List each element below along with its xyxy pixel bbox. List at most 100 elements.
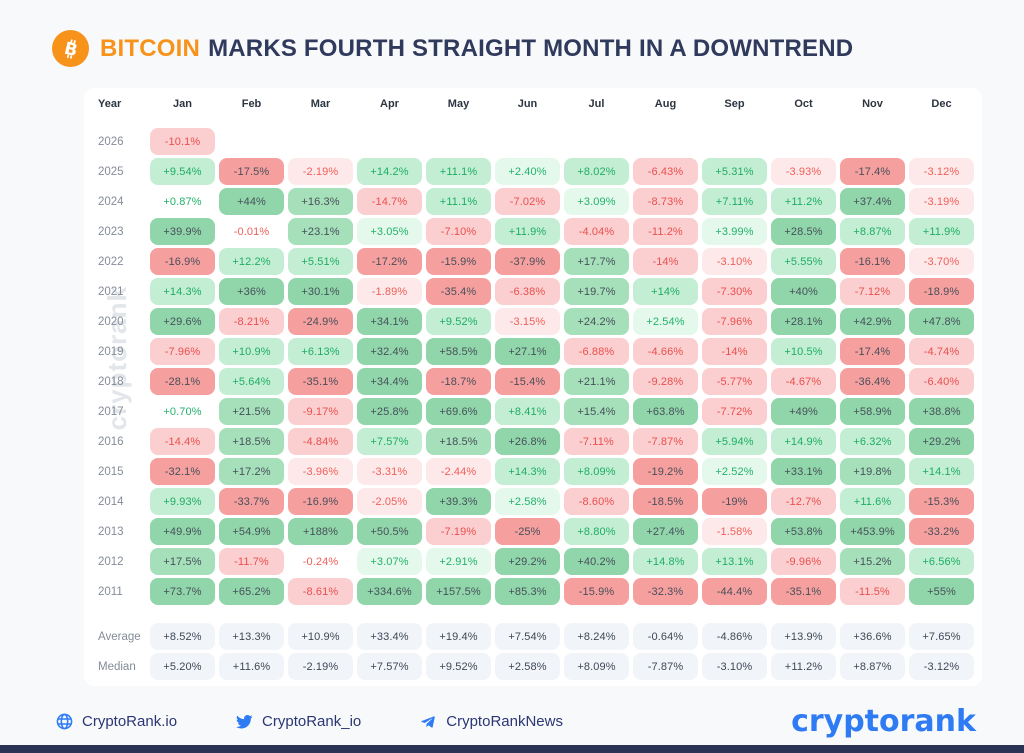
return-chip: -2.44% [426, 458, 491, 485]
heatmap-cell: +10.9% [217, 338, 286, 365]
heatmap-cell: -2.05% [355, 488, 424, 515]
summary-cell: +8.87% [838, 653, 907, 680]
summary-chip: +13.9% [771, 623, 836, 650]
return-chip: +19.8% [840, 458, 905, 485]
return-chip: +9.93% [150, 488, 215, 515]
return-chip: -0.24% [302, 555, 339, 568]
return-chip: +50.5% [357, 518, 422, 545]
return-chip: +85.3% [495, 578, 560, 605]
year-label: 2011 [98, 585, 123, 598]
return-chip: +32.4% [357, 338, 422, 365]
heatmap-cell: +3.99% [700, 218, 769, 245]
month-header: Nov [862, 98, 883, 110]
heatmap-cell: -24.9% [286, 308, 355, 335]
heatmap-cell: +5.55% [769, 248, 838, 275]
return-chip: -3.96% [288, 458, 353, 485]
heatmap-cell: +15.2% [838, 548, 907, 575]
return-chip: -17.2% [357, 248, 422, 275]
summary-cell: -4.86% [700, 623, 769, 650]
return-chip: +49.9% [150, 518, 215, 545]
return-chip: +21.1% [564, 368, 629, 395]
return-chip: +0.87% [163, 195, 202, 208]
heatmap-cell: +8.80% [562, 518, 631, 545]
heatmap-cell: +24.2% [562, 308, 631, 335]
heatmap-cell: -7.72% [700, 398, 769, 425]
heatmap-cell: +13.1% [700, 548, 769, 575]
summary-cell: +10.9% [286, 623, 355, 650]
heatmap-cell: +14.3% [148, 278, 217, 305]
return-chip: -4.67% [771, 368, 836, 395]
heatmap-cell: +7.11% [700, 188, 769, 215]
summary-cell: +9.52% [424, 653, 493, 680]
heatmap-cell: +2.58% [493, 488, 562, 515]
summary-cell: -0.64% [631, 623, 700, 650]
heatmap-cell: +8.02% [562, 158, 631, 185]
summary-chip: +5.20% [150, 653, 215, 680]
heatmap-cell: +7.57% [355, 428, 424, 455]
heatmap-cell: +58.5% [424, 338, 493, 365]
return-chip: +14.8% [633, 548, 698, 575]
return-chip: -15.9% [426, 248, 491, 275]
return-chip: +5.51% [288, 248, 353, 275]
return-chip: +6.13% [288, 338, 353, 365]
return-chip: -14% [702, 338, 767, 365]
heatmap-cell: +12.2% [217, 248, 286, 275]
heatmap-cell: -7.96% [700, 308, 769, 335]
heatmap-cell: -15.9% [562, 578, 631, 605]
return-chip: +19.7% [564, 278, 629, 305]
return-chip: -3.12% [909, 158, 974, 185]
return-chip: +28.5% [771, 218, 836, 245]
return-chip: +16.3% [288, 188, 353, 215]
heatmap-cell: -3.10% [700, 248, 769, 275]
return-chip: -19% [702, 488, 767, 515]
website-link[interactable]: CryptoRank.io [56, 713, 177, 730]
heatmap-cell: -16.9% [148, 248, 217, 275]
heatmap-cell: +63.8% [631, 398, 700, 425]
return-chip: -1.89% [357, 278, 422, 305]
return-chip: -7.87% [633, 428, 698, 455]
heatmap-cell: +14.3% [493, 458, 562, 485]
heatmap-cell: +49% [769, 398, 838, 425]
heatmap-cell: +17.2% [217, 458, 286, 485]
return-chip: +2.58% [495, 488, 560, 515]
heatmap-cell [769, 128, 838, 155]
return-chip: +34.4% [357, 368, 422, 395]
return-chip: +453.9% [840, 518, 905, 545]
return-chip: +14.2% [357, 158, 422, 185]
return-chip: -3.10% [702, 248, 767, 275]
summary-chip: -3.10% [702, 653, 767, 680]
heatmap-cell: -35.4% [424, 278, 493, 305]
return-chip: -7.11% [564, 428, 629, 455]
heatmap-cell: -7.87% [631, 428, 700, 455]
return-chip: -6.40% [909, 368, 974, 395]
return-chip: +49% [771, 398, 836, 425]
return-chip: -35.1% [771, 578, 836, 605]
return-chip: -9.17% [288, 398, 353, 425]
return-chip: -11.7% [219, 548, 284, 575]
heatmap-cell: +39.3% [424, 488, 493, 515]
cryptorank-logo: cryptorank [791, 704, 976, 739]
twitter-link[interactable]: CryptoRank_io [235, 713, 361, 731]
heatmap-cell: +9.52% [424, 308, 493, 335]
heatmap-cell: -9.96% [769, 548, 838, 575]
summary-chip: +10.9% [288, 623, 353, 650]
heatmap-cell: -7.96% [148, 338, 217, 365]
heatmap-cell: -11.7% [217, 548, 286, 575]
return-chip: +58.5% [426, 338, 491, 365]
return-chip: +5.31% [702, 158, 767, 185]
heatmap-cell [493, 128, 562, 155]
return-chip: -4.84% [288, 428, 353, 455]
svg-text:B: B [62, 38, 79, 60]
return-chip: +54.9% [219, 518, 284, 545]
summary-chip: +19.4% [426, 623, 491, 650]
heatmap-cell: +10.5% [769, 338, 838, 365]
return-chip: +69.6% [426, 398, 491, 425]
heatmap-cell: +32.4% [355, 338, 424, 365]
return-chip: +5.55% [771, 248, 836, 275]
return-chip: -10.1% [150, 128, 215, 155]
return-chip: +2.54% [633, 308, 698, 335]
summary-cell: -2.19% [286, 653, 355, 680]
heatmap-cell: +18.5% [424, 428, 493, 455]
year-label: 2025 [98, 165, 124, 178]
telegram-link[interactable]: CryptoRankNews [419, 713, 563, 731]
